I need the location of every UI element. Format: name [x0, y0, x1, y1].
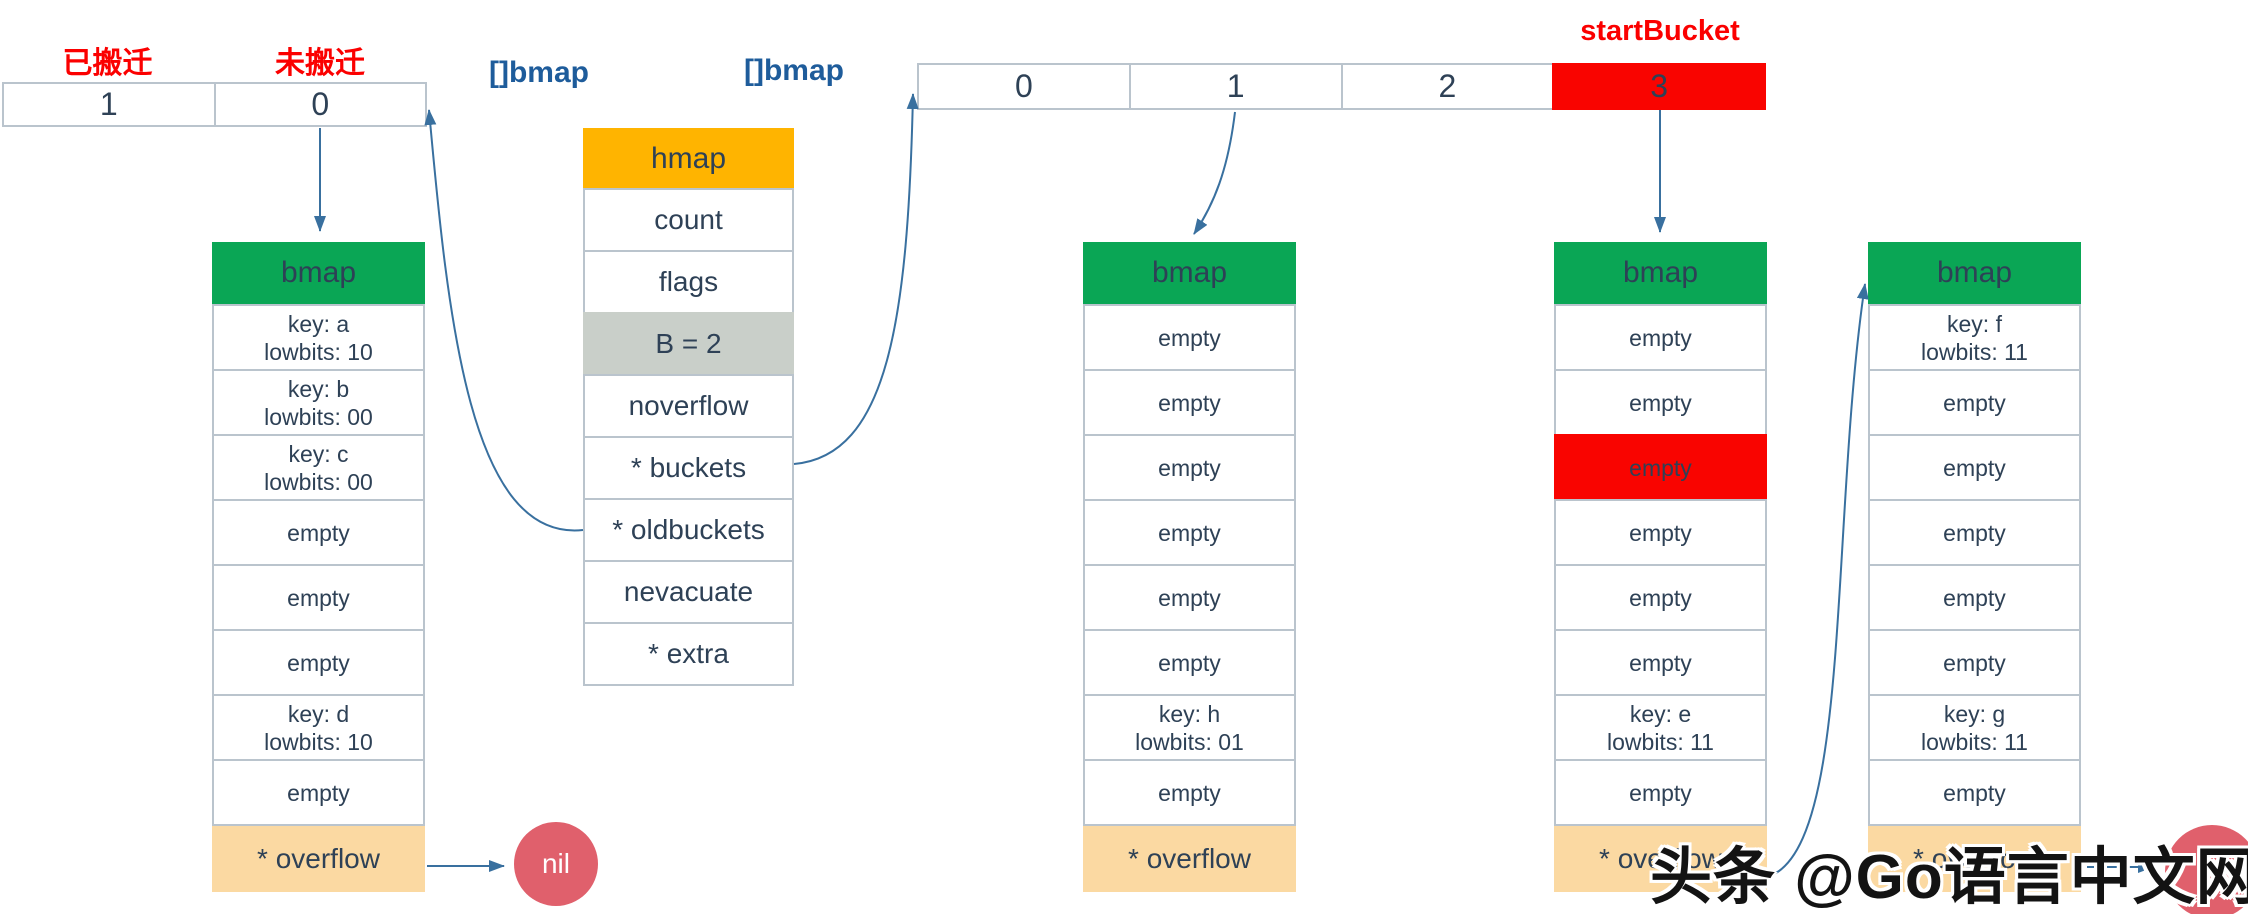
- bucket-slot: empty: [1554, 629, 1767, 696]
- bucket-slot: empty: [1083, 759, 1296, 826]
- nil-circle-label: nil: [541, 848, 570, 879]
- nil-circle: nil: [514, 822, 598, 906]
- bucket-slot: key: f lowbits: 11: [1868, 304, 2081, 371]
- bucket-slot: empty: [1083, 629, 1296, 696]
- bucket-header: bmap: [1083, 242, 1296, 304]
- hmap-field-buckets: * buckets: [583, 436, 794, 500]
- bucket-slot: empty: [1554, 499, 1767, 566]
- bucket-slot: empty: [1083, 369, 1296, 436]
- bucket-slot: empty: [1554, 564, 1767, 631]
- hmap-field-noverflow: noverflow: [583, 374, 794, 438]
- hmap-field-count: count: [583, 188, 794, 252]
- bucket-slot: empty: [1554, 304, 1767, 371]
- bucket-old-0: bmap key: a lowbits: 10 key: b lowbits: 00…: [212, 242, 425, 892]
- arrow-overflow-to-next-bucket: [1769, 283, 1869, 877]
- bucket-new-3: bmap empty empty empty empty empty empty…: [1554, 242, 1767, 892]
- overflow-pointer-cell: * overflow: [212, 826, 425, 892]
- bucket-header: bmap: [1554, 242, 1767, 304]
- evacuated-label: 已搬迁: [62, 47, 153, 80]
- overflow-pointer-cell: * overflow: [1868, 826, 2081, 892]
- hmap-field-b: B = 2: [583, 312, 794, 376]
- overflow-pointer-cell: * overflow: [1083, 826, 1296, 892]
- bucket-header: bmap: [1868, 242, 2081, 304]
- bucket-slot: empty: [212, 759, 425, 826]
- watermark-text: 头条 @Go语言中文网: [1650, 843, 2248, 912]
- hmap-struct: hmap count flags B = 2 noverflow * bucke…: [583, 128, 794, 686]
- bucket-overflow: bmap key: f lowbits: 11 empty empty empty…: [1868, 242, 2081, 892]
- new-array-cell-start-bucket: 3: [1552, 63, 1766, 110]
- new-array-cell: 2: [1340, 63, 1555, 110]
- arrow-buckets-pointer: [793, 93, 919, 465]
- bucket-slot: key: g lowbits: 11: [1868, 694, 2081, 761]
- bmap-slice-label-new: []bmap: [744, 54, 844, 87]
- bucket-slot: empty: [1868, 564, 2081, 631]
- old-array-cell: 0: [213, 82, 427, 127]
- bucket-slot: empty: [1868, 759, 2081, 826]
- start-bucket-label: startBucket: [1580, 15, 1740, 47]
- arrow-array-cell1-to-bucket: [1193, 111, 1236, 235]
- old-buckets-array: 1 0: [2, 82, 427, 127]
- bucket-slot: empty: [1083, 304, 1296, 371]
- bucket-slot-highlighted: empty: [1554, 434, 1767, 501]
- bucket-slot: empty: [212, 499, 425, 566]
- bucket-slot: empty: [1868, 499, 2081, 566]
- bucket-slot: empty: [1554, 759, 1767, 826]
- not-evacuated-label: 未搬迁: [275, 47, 365, 80]
- nil-circle-right: [2165, 825, 2248, 914]
- bmap-slice-label-old: []bmap: [489, 56, 589, 89]
- bucket-slot: empty: [212, 629, 425, 696]
- hmap-field-extra: * extra: [583, 622, 794, 686]
- hmap-field-nevacuate: nevacuate: [583, 560, 794, 624]
- bucket-slot: key: b lowbits: 00: [212, 369, 425, 436]
- bucket-slot: key: c lowbits: 00: [212, 434, 425, 501]
- arrow-oldbuckets-pointer: [424, 109, 584, 532]
- bucket-slot: empty: [1868, 629, 2081, 696]
- new-array-cell: 0: [917, 63, 1131, 110]
- bucket-slot: empty: [1868, 434, 2081, 501]
- hmap-field-flags: flags: [583, 250, 794, 314]
- bucket-slot: empty: [212, 564, 425, 631]
- old-array-cell: 1: [2, 82, 216, 127]
- bucket-slot: empty: [1554, 369, 1767, 436]
- bucket-slot: empty: [1868, 369, 2081, 436]
- bucket-slot: empty: [1083, 434, 1296, 501]
- overflow-pointer-cell: * overflow: [1554, 826, 1767, 892]
- bucket-slot: key: e lowbits: 11: [1554, 694, 1767, 761]
- new-buckets-array: 0 1 2 3: [917, 63, 1766, 110]
- bucket-slot: empty: [1083, 499, 1296, 566]
- new-array-cell: 1: [1128, 63, 1343, 110]
- hmap-header: hmap: [583, 128, 794, 190]
- bucket-slot: key: h lowbits: 01: [1083, 694, 1296, 761]
- bucket-slot: empty: [1083, 564, 1296, 631]
- bucket-header: bmap: [212, 242, 425, 304]
- bucket-slot: key: d lowbits: 10: [212, 694, 425, 761]
- bucket-slot: key: a lowbits: 10: [212, 304, 425, 371]
- bucket-new-1: bmap empty empty empty empty empty empty…: [1083, 242, 1296, 892]
- hmap-field-oldbuckets: * oldbuckets: [583, 498, 794, 562]
